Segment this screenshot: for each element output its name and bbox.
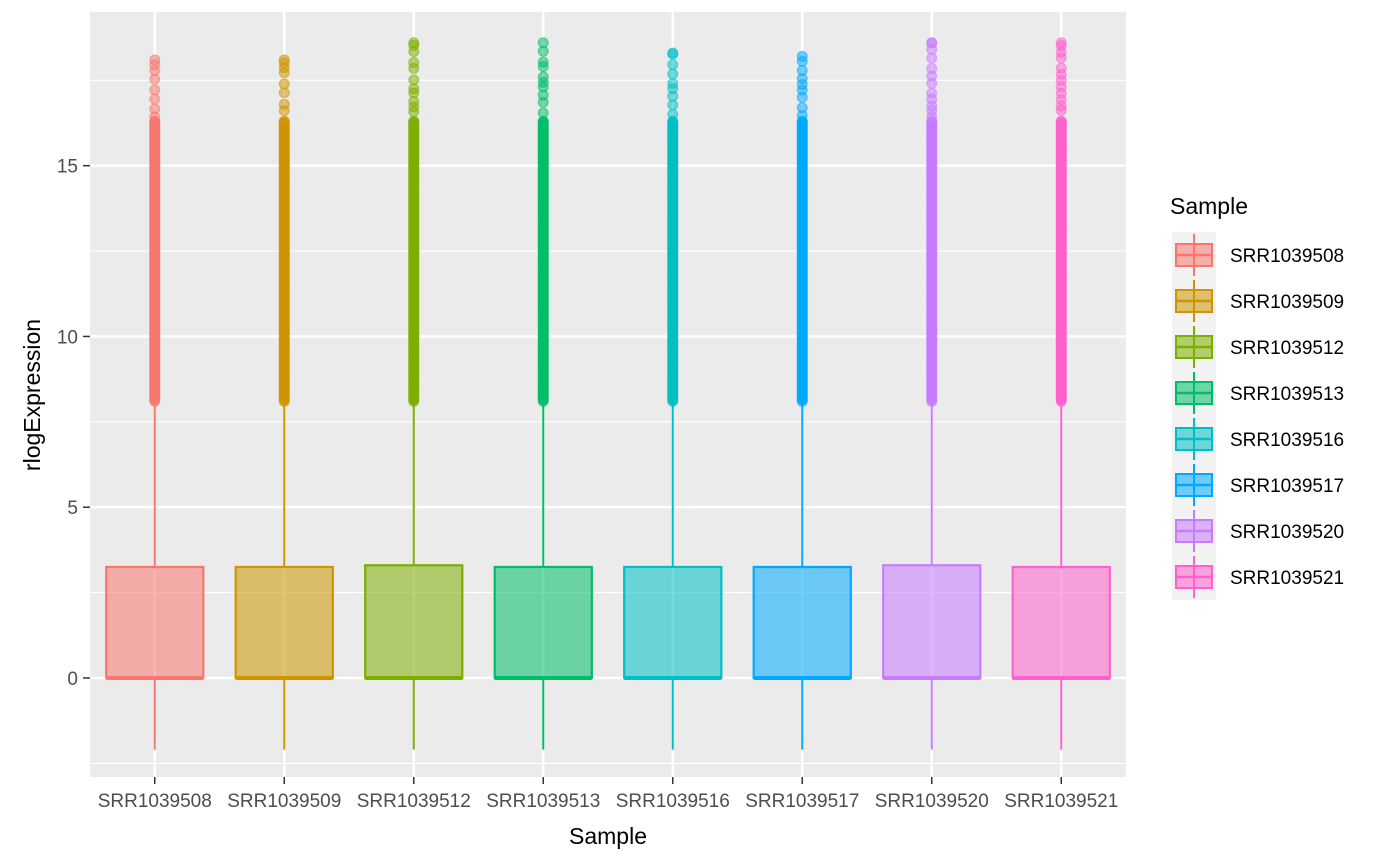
- outlier-point: [1055, 37, 1067, 49]
- legend-keys: SRR1039508 SRR1039509 SRR1039512 SRR1039513…: [1172, 232, 1344, 600]
- outlier-point: [667, 47, 679, 59]
- box: [752, 565, 852, 680]
- outlier-point: [408, 74, 420, 86]
- y-axis: 0 5 10 15: [57, 157, 90, 690]
- x-tick-label: SRR1039508: [98, 791, 212, 812]
- chart-marks: [105, 37, 1111, 750]
- outlier-point: [149, 84, 161, 96]
- outlier-point: [149, 93, 161, 105]
- box-group-srr1039513: [493, 37, 593, 750]
- outlier-point: [408, 37, 420, 49]
- box: [1011, 565, 1111, 680]
- outlier-point: [149, 103, 161, 115]
- outlier-point: [796, 102, 808, 114]
- outlier-point: [537, 56, 549, 68]
- legend-title: Sample: [1170, 193, 1248, 219]
- legend-item-label: SRR1039517: [1230, 476, 1344, 497]
- legend-item-srr1039517: SRR1039517: [1172, 462, 1344, 508]
- legend-item-srr1039508: SRR1039508: [1172, 232, 1344, 278]
- x-tick-label: SRR1039516: [616, 791, 730, 812]
- outlier-point: [667, 108, 679, 120]
- box: [105, 565, 205, 680]
- outlier-point: [926, 37, 938, 49]
- legend-item-srr1039512: SRR1039512: [1172, 324, 1344, 370]
- x-tick-label: SRR1039509: [227, 791, 341, 812]
- outlier-point: [278, 115, 290, 127]
- legend-item-label: SRR1039509: [1230, 292, 1344, 313]
- outlier-point: [149, 54, 161, 66]
- legend-item-label: SRR1039520: [1230, 522, 1344, 543]
- box: [364, 564, 464, 680]
- legend-item-label: SRR1039513: [1230, 384, 1344, 405]
- outlier-point: [537, 71, 549, 83]
- box-group-srr1039521: [1011, 37, 1111, 750]
- outlier-point: [796, 64, 808, 76]
- y-tick-label: 5: [67, 498, 78, 519]
- x-tick-label: SRR1039521: [1004, 791, 1118, 812]
- legend-item-label: SRR1039512: [1230, 338, 1344, 359]
- outlier-point: [278, 54, 290, 66]
- y-axis-title: rlogExpression: [19, 319, 45, 471]
- outlier-point: [278, 78, 290, 90]
- box-group-srr1039517: [752, 50, 852, 750]
- box: [493, 565, 593, 680]
- box: [234, 565, 334, 680]
- outlier-point: [796, 50, 808, 62]
- outlier-point: [667, 77, 679, 89]
- outlier-point: [926, 63, 938, 75]
- box-group-srr1039509: [234, 54, 334, 750]
- y-tick-label: 10: [57, 327, 78, 348]
- legend-item-srr1039520: SRR1039520: [1172, 508, 1344, 554]
- box: [882, 564, 982, 680]
- legend: Sample SRR1039508SRR1039509SRR1039512SRR…: [1170, 193, 1344, 600]
- legend-item-srr1039509: SRR1039509: [1172, 278, 1344, 324]
- outlier-point: [667, 68, 679, 80]
- legend-item-label: SRR1039516: [1230, 430, 1344, 451]
- x-axis-title: Sample: [569, 823, 647, 849]
- box-group-srr1039508: [105, 54, 205, 750]
- outlier-point: [926, 87, 938, 99]
- legend-item-srr1039521: SRR1039521: [1172, 554, 1344, 600]
- outlier-point: [408, 115, 420, 127]
- box: [623, 565, 723, 680]
- box-group-srr1039520: [882, 37, 982, 750]
- legend-item-srr1039516: SRR1039516: [1172, 416, 1344, 462]
- outlier-point: [1055, 62, 1067, 74]
- x-tick-label: SRR1039520: [875, 791, 989, 812]
- box-group-srr1039512: [364, 37, 464, 750]
- outlier-point: [537, 107, 549, 119]
- x-tick-label: SRR1039513: [486, 791, 600, 812]
- outlier-point: [408, 57, 420, 69]
- x-tick-label: SRR1039512: [357, 791, 471, 812]
- y-tick-label: 0: [67, 669, 78, 690]
- outlier-point: [1055, 115, 1067, 127]
- y-tick-label: 15: [57, 157, 78, 178]
- box-group-srr1039516: [623, 47, 723, 750]
- outlier-point: [278, 98, 290, 110]
- legend-item-label: SRR1039521: [1230, 568, 1344, 589]
- legend-item-srr1039513: SRR1039513: [1172, 370, 1344, 416]
- x-axis: SRR1039508 SRR1039509 SRR1039512 SRR1039513…: [98, 777, 1118, 812]
- legend-item-label: SRR1039508: [1230, 246, 1344, 267]
- x-tick-label: SRR1039517: [745, 791, 859, 812]
- outlier-point: [537, 37, 549, 49]
- outlier-point: [667, 59, 679, 71]
